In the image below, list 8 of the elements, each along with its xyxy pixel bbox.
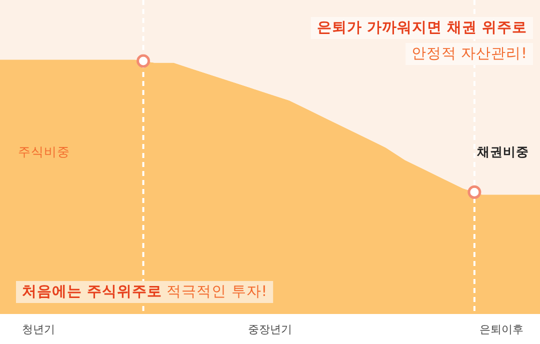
x-tick-label: 청년기 <box>22 323 56 336</box>
series-label: 주식비중 <box>18 144 70 159</box>
series-label: 채권비중 <box>476 144 529 159</box>
annotation: 안정적 자산관리! <box>412 46 527 62</box>
x-tick-label: 중장년기 <box>248 323 292 336</box>
annotation: 처음에는 주식위주로 적극적인 투자! <box>22 284 268 300</box>
x-tick-label: 은퇴이후 <box>479 323 524 336</box>
annotation: 은퇴가 가까워지면 채권 위주로 <box>316 20 527 36</box>
